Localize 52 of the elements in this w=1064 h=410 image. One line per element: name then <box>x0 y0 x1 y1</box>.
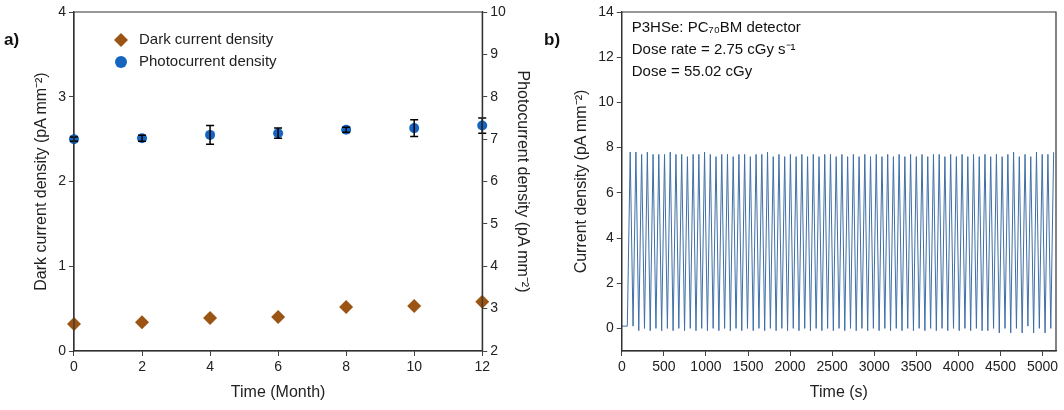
y2-tick-label: 6 <box>490 172 499 189</box>
x-tick-label: 8 <box>342 358 351 375</box>
y-tick-label: 1 <box>58 257 67 274</box>
legend-label: Photocurrent density <box>138 52 278 70</box>
y-tick-label: 4 <box>58 2 67 19</box>
x-tick-label: 3500 <box>900 358 933 375</box>
y-tick-label: 2 <box>58 172 67 189</box>
x-tick-label: 1000 <box>690 358 722 375</box>
x-tick-label: 4500 <box>984 358 1017 375</box>
y2-tick-label: 3 <box>490 299 499 316</box>
y-axis-title: Current density (pA mm⁻²) <box>572 89 590 274</box>
y-tick-label: 8 <box>605 138 614 155</box>
y2-tick-label: 9 <box>490 45 499 62</box>
x-axis-title: Time (Month) <box>230 382 326 400</box>
x-tick-label: 1500 <box>732 358 764 375</box>
y-tick-label: 14 <box>598 2 614 19</box>
y-tick-label: 0 <box>58 341 67 358</box>
text: b) <box>544 29 561 49</box>
y2-tick-label: 5 <box>490 214 499 231</box>
y-tick-label: 2 <box>605 274 614 291</box>
x-tick-label: 4000 <box>942 358 975 375</box>
x-tick-label: 3000 <box>858 358 891 375</box>
annotation: Dose = 55.02 cGy <box>631 62 753 80</box>
y2-tick-label: 7 <box>490 129 499 146</box>
x-tick-label: 500 <box>652 358 676 375</box>
y2-tick-label: 10 <box>490 2 507 19</box>
y-tick-label: 6 <box>605 183 614 200</box>
y-tick-label: 4 <box>605 228 614 245</box>
y-tick-label: 12 <box>598 48 614 65</box>
x-tick-label: 12 <box>474 358 491 375</box>
x-axis-title: Time (s) <box>809 382 868 400</box>
text: a) <box>4 29 20 49</box>
y-axis-title: Dark current density (pA mm⁻²) <box>32 72 50 291</box>
y2-tick-label: 4 <box>490 257 499 274</box>
x-tick-label: 2000 <box>774 358 806 375</box>
x-tick-label: 5000 <box>1026 358 1059 375</box>
x-tick-label: 0 <box>617 358 626 375</box>
x-tick-label: 4 <box>206 358 215 375</box>
y2-axis-title: Photocurrent density (pA mm⁻²) <box>514 70 532 293</box>
annotation: Dose rate = 2.75 cGy s⁻¹ <box>631 40 796 58</box>
y2-tick-label: 2 <box>490 341 499 358</box>
x-tick-label: 2 <box>138 358 147 375</box>
y2-tick-label: 8 <box>490 87 499 104</box>
y-tick-label: 10 <box>598 93 614 110</box>
y-tick-label: 0 <box>605 319 614 336</box>
x-tick-label: 10 <box>406 358 423 375</box>
legend-label: Dark current density <box>138 30 274 48</box>
x-tick-label: 6 <box>274 358 283 375</box>
y-tick-label: 3 <box>58 87 67 104</box>
x-tick-label: 2500 <box>816 358 848 375</box>
annotation: P3HSe: PC₇₀BM detector <box>631 18 801 36</box>
x-tick-label: 0 <box>70 358 79 375</box>
